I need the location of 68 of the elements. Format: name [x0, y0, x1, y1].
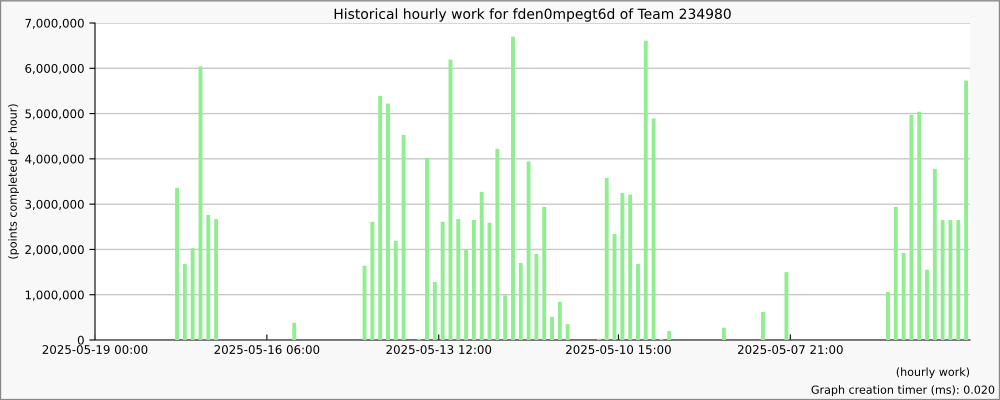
bar [558, 302, 562, 340]
x-tick-label: 2025-05-16 06:00 [214, 345, 320, 354]
bar [182, 264, 187, 340]
bar [620, 192, 624, 340]
bar [940, 220, 945, 340]
bar [628, 194, 632, 340]
bar [378, 96, 382, 340]
bar [886, 292, 890, 340]
bar [925, 270, 929, 340]
bar [511, 36, 515, 340]
bar [425, 158, 429, 340]
bar [206, 215, 210, 340]
x-tick-label: 2025-05-10 15:00 [566, 345, 671, 354]
x-tick-label: 2025-05-07 21:00 [738, 345, 843, 354]
y-tick-label: 0 [78, 336, 84, 345]
bar [917, 112, 922, 340]
bar [480, 192, 484, 340]
y-tick-label: 2,000,000 [25, 245, 84, 256]
bar [190, 248, 195, 340]
bar [472, 220, 476, 340]
bar [488, 222, 492, 340]
y-tick-label: 1,000,000 [26, 290, 84, 301]
x-tick-label: 2025-05-13 12:00 [386, 345, 492, 354]
bar [894, 206, 898, 340]
bar [948, 220, 952, 340]
y-tick-label: 7,000,000 [25, 18, 84, 29]
bar [402, 134, 406, 340]
bar [644, 40, 648, 340]
x-axis-title: (hourly work) [896, 367, 970, 378]
bar [534, 254, 538, 340]
bar [566, 324, 570, 340]
bar [636, 264, 640, 340]
y-tick-label: 4,000,000 [25, 154, 84, 165]
bar [722, 328, 726, 340]
bar [386, 104, 390, 340]
bar [784, 272, 788, 340]
bar [909, 114, 914, 340]
bar [464, 250, 468, 340]
bar [495, 148, 500, 340]
bar [526, 162, 531, 340]
bar [175, 188, 179, 340]
y-axis-title: (points completed per hour) [8, 104, 19, 259]
y-tick-label: 3,000,000 [25, 200, 84, 210]
bar [518, 263, 523, 340]
bar [503, 296, 508, 340]
bar [456, 219, 460, 340]
chart-title: Historical hourly work for fden0mpegt6d of Team 234980 [334, 8, 731, 22]
bar [761, 312, 765, 340]
y-tick-label: 5,000,000 [25, 109, 84, 120]
bar [362, 266, 366, 340]
bar [542, 206, 546, 340]
y-tick-label: 6,000,000 [25, 64, 84, 74]
bar [550, 316, 554, 340]
bar [604, 178, 609, 340]
bar [448, 60, 452, 340]
bar [932, 168, 937, 340]
x-tick-label: 2025-05-19 00:00 [42, 345, 148, 354]
text: Graph creation timer (ms): 0.020 [812, 385, 994, 396]
bar [902, 253, 906, 340]
bar [956, 220, 960, 340]
bar [964, 80, 968, 340]
bar [612, 234, 616, 340]
bar [432, 282, 437, 340]
bar [440, 222, 445, 340]
bar [198, 66, 202, 340]
bar [652, 118, 656, 340]
bar [214, 219, 218, 340]
bar [370, 222, 374, 340]
